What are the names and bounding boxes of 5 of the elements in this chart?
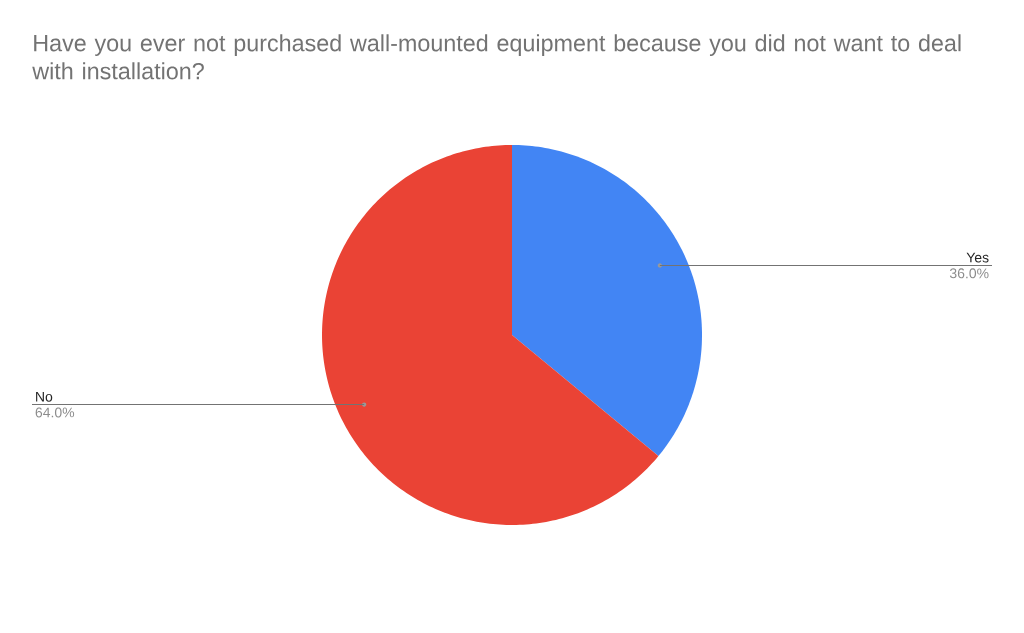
slice-label: No: [36, 391, 53, 402]
data-label: 36.0%: [949, 268, 989, 279]
chart-title: Have you ever not purchased wall-mounted equipment because you did not want to deal with installation?: [32, 34, 961, 80]
data-label: 64.0%: [35, 407, 75, 418]
slice-label: Yes: [966, 252, 989, 263]
